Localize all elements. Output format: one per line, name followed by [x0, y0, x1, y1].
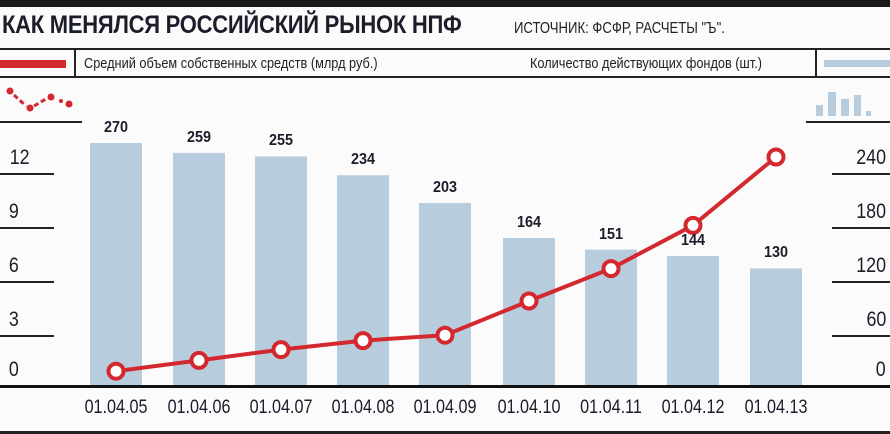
right-axis-tick: 180 [856, 200, 886, 223]
legend-bar-label: Количество действующих фондов (шт.) [530, 55, 762, 72]
legend: Средний объем собственных средств (млрд … [0, 48, 890, 78]
chart-source: ИСТОЧНИК: ФСФР, РАСЧЕТЫ "Ъ". [514, 20, 725, 37]
bar-value-label: 255 [268, 132, 294, 150]
right-axis-tick: 60 [866, 308, 886, 331]
x-axis-label: 01.04.06 [167, 397, 231, 418]
top-border [0, 0, 890, 7]
line-point [189, 350, 209, 370]
chart-title: КАК МЕНЯЛСЯ РОССИЙСКИЙ РЫНОК НПФ [2, 11, 462, 39]
x-axis-label: 01.04.05 [84, 397, 148, 418]
x-axis-label: 01.04.12 [661, 397, 725, 418]
bar-value-label: 130 [763, 244, 789, 262]
line-point [353, 331, 373, 351]
right-axis-tick: 240 [856, 146, 886, 169]
bar-value-label: 259 [186, 128, 212, 146]
line-point [766, 147, 786, 167]
bar [503, 238, 555, 385]
x-axis-label: 01.04.10 [497, 397, 561, 418]
bar-value-label: 144 [680, 231, 706, 249]
bar [173, 152, 225, 385]
left-axis-tick: 6 [8, 254, 19, 277]
bar [419, 203, 471, 385]
x-axis-label: 01.04.11 [580, 397, 642, 418]
bar-series-icon [816, 92, 871, 116]
bar [337, 175, 389, 385]
bar-value-label: 203 [432, 179, 458, 197]
line-point [271, 340, 291, 360]
bar-value-label: 151 [598, 225, 624, 243]
left-axis-tick: 0 [8, 358, 19, 381]
x-axis-label: 01.04.13 [744, 397, 808, 418]
line-point [601, 259, 621, 279]
line-point [683, 215, 703, 235]
left-axis-tick: 12 [9, 146, 30, 169]
x-axis-label: 01.04.07 [249, 397, 313, 418]
bar [90, 143, 142, 385]
bar-value-label: 270 [103, 119, 129, 136]
bar-value-label: 164 [516, 214, 542, 231]
legend-line-swatch [0, 60, 66, 68]
x-axis-line [0, 385, 890, 388]
bar-value-label: 234 [350, 151, 376, 169]
line-point [106, 361, 126, 381]
bar-series [90, 143, 802, 385]
legend-divider [815, 50, 817, 76]
bottom-border [0, 431, 890, 434]
legend-line-label: Средний объем собственных средств (млрд … [84, 55, 378, 72]
x-axis-label: 01.04.08 [331, 397, 395, 418]
line-series [106, 147, 786, 381]
left-axis-tick: 9 [8, 200, 19, 223]
legend-bar-swatch [824, 60, 890, 67]
line-point [435, 325, 455, 345]
left-axis-tick: 3 [8, 308, 19, 331]
legend-divider [74, 50, 76, 76]
line-point [519, 291, 539, 311]
bar [667, 255, 719, 385]
bar [750, 268, 802, 385]
right-axis-tick: 120 [856, 254, 886, 277]
line-series-icon [6, 87, 73, 112]
x-axis-label: 01.04.09 [413, 397, 477, 418]
right-axis-tick: 0 [876, 358, 886, 381]
